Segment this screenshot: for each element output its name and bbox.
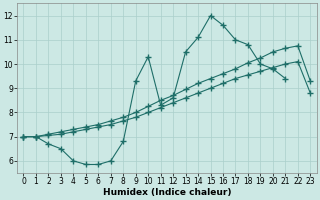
X-axis label: Humidex (Indice chaleur): Humidex (Indice chaleur) (103, 188, 231, 197)
